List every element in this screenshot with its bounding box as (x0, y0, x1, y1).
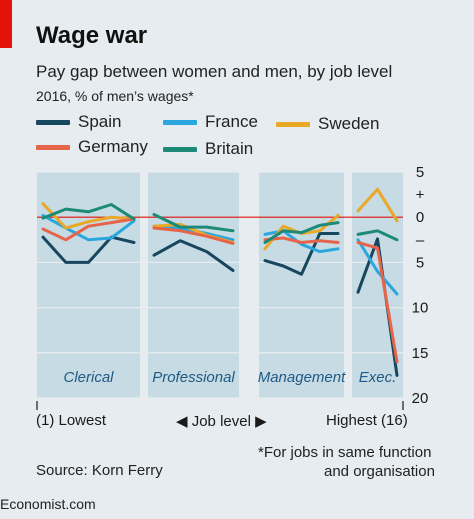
legend-label-france: France (205, 112, 258, 131)
series-line-britain-panel-3 (356, 229, 399, 242)
legend-item-germany: Germany (36, 137, 148, 157)
series-line-germany-panel-0 (41, 217, 136, 242)
footnote: *For jobs in same function and organisat… (258, 443, 435, 481)
y-tick-label: 0 (416, 209, 424, 226)
y-tick-label: 5 (416, 164, 424, 181)
legend-swatch-spain (36, 119, 70, 125)
unit-note: 2016, % of men’s wages* (36, 88, 194, 104)
legend-label-britain: Britain (205, 139, 254, 158)
brand-red-bar (0, 0, 12, 48)
y-tick-label: 10 (412, 300, 429, 317)
footnote-line-1: *For jobs in same function (258, 444, 432, 461)
y-tick-label: 5 (416, 254, 424, 271)
series-line-spain-panel-2 (263, 232, 340, 276)
series-line-spain-panel-1 (152, 239, 235, 272)
x-axis-lowest-label: (1) Lowest (36, 412, 107, 429)
series-line-germany-panel-1 (152, 226, 235, 245)
legend-item-sweden: Sweden (276, 114, 379, 134)
y-tick-label: – (416, 232, 425, 249)
panel-label-1: Professional (152, 369, 235, 386)
legend-label-spain: Spain (78, 112, 122, 131)
source-note: Source: Korn Ferry (36, 462, 163, 479)
left-arrow-icon: ◀ (176, 413, 188, 430)
series-line-germany-panel-2 (263, 236, 340, 244)
series-line-france-panel-3 (356, 238, 399, 296)
legend-item-britain: Britain (163, 139, 253, 159)
right-arrow-icon: ▶ (255, 413, 267, 430)
legend-swatch-britain (163, 146, 197, 152)
publisher-logo: Economist.com (0, 496, 96, 512)
legend-swatch-germany (36, 144, 70, 150)
x-axis-title: ◀ Job level ▶ (176, 412, 267, 430)
legend-swatch-sweden (276, 121, 310, 127)
series-line-spain-panel-0 (41, 235, 136, 264)
panel-label-0: Clerical (63, 369, 114, 386)
panel-background-0 (37, 172, 140, 398)
y-tick-label: 20 (412, 390, 429, 407)
series-line-britain-panel-0 (41, 203, 136, 221)
x-axis-highest-label: Highest (16) (326, 412, 408, 429)
series-line-france-panel-0 (41, 213, 136, 242)
series-line-britain-panel-2 (263, 221, 340, 244)
x-axis-title-text: Job level (191, 413, 251, 430)
panel-label-2: Management (258, 369, 346, 386)
legend-label-sweden: Sweden (318, 114, 380, 133)
series-line-sweden-panel-0 (41, 202, 136, 230)
panel-background-2 (259, 172, 344, 398)
panel-label-3: Exec. (359, 369, 397, 386)
legend-label-germany: Germany (78, 137, 148, 156)
legend-swatch-france (163, 119, 197, 125)
chart-title: Wage war (36, 22, 148, 49)
y-tick-label: 15 (412, 345, 429, 362)
y-tick-label: + (416, 187, 425, 204)
series-line-britain-panel-1 (152, 213, 235, 233)
legend-item-spain: Spain (36, 112, 121, 132)
series-line-germany-panel-3 (356, 241, 399, 364)
panel-background-1 (148, 172, 239, 398)
footnote-line-2: and organisation (324, 463, 435, 480)
legend-item-france: France (163, 112, 258, 132)
chart-subtitle: Pay gap between women and men, by job le… (36, 62, 393, 81)
series-line-sweden-panel-3 (356, 187, 399, 223)
